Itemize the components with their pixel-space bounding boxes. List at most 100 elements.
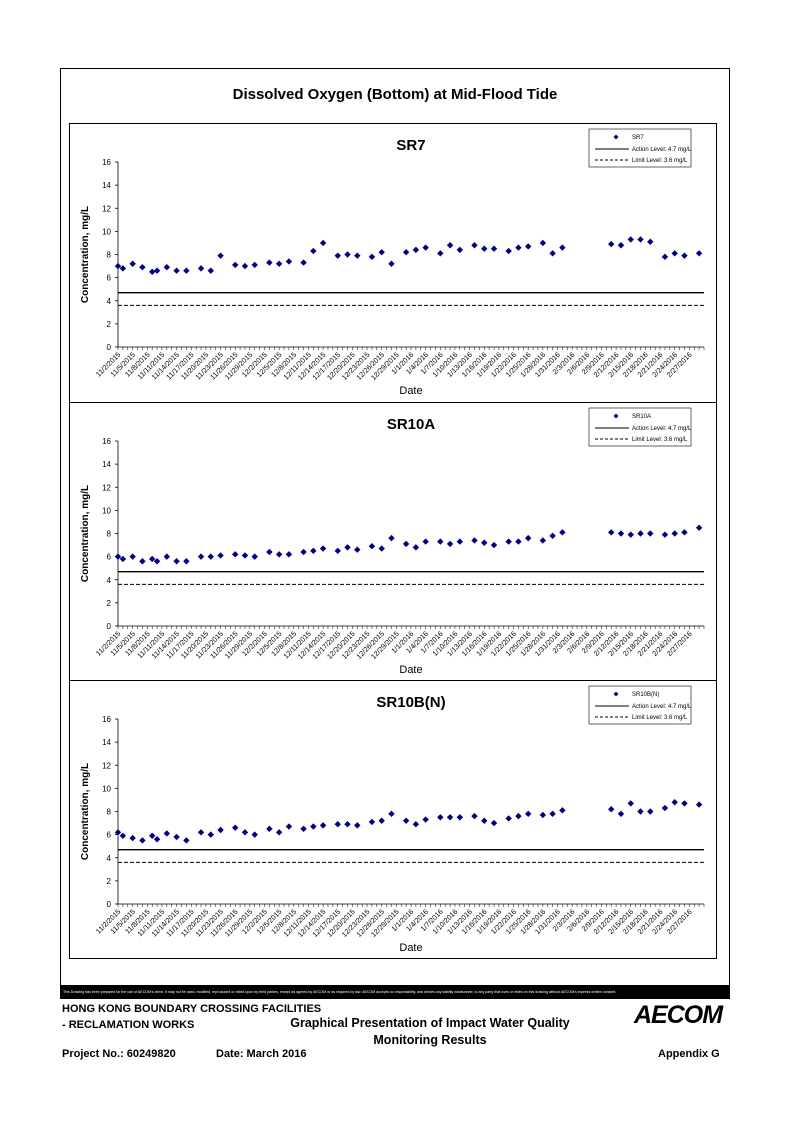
data-point [559, 529, 566, 536]
chart-title-sr10b-n: SR10B(N) [376, 694, 445, 711]
data-point [637, 236, 644, 243]
legend-box [588, 407, 692, 447]
y-axis-label: Concentration, mg/L [80, 763, 91, 860]
data-point [129, 834, 136, 842]
data-point [608, 805, 615, 813]
data-point [310, 247, 317, 255]
data-point [490, 245, 498, 252]
data-point [471, 537, 478, 544]
data-point [300, 548, 307, 556]
data-point [173, 267, 180, 274]
data-point [275, 260, 283, 267]
legend-marker-points [613, 134, 619, 140]
y-tick-label: 6 [107, 831, 112, 840]
legend-label-action: Action Level: 4.7 mg/L [632, 704, 692, 710]
y-tick-label: 2 [107, 877, 112, 886]
y-tick-label: 14 [102, 181, 111, 190]
data-point [549, 532, 556, 540]
data-point [266, 825, 273, 833]
legend-box [588, 128, 692, 168]
data-point [139, 264, 146, 271]
data-point [183, 267, 190, 274]
legend-label-points: SR7 [632, 135, 644, 141]
org-line-2: - RECLAMATION WORKS [62, 1019, 195, 1031]
data-point [627, 531, 634, 538]
data-point [695, 524, 703, 531]
data-point [275, 551, 283, 558]
y-tick-label: 4 [107, 297, 112, 306]
data-point [310, 823, 317, 830]
data-point [525, 810, 532, 818]
data-point [505, 538, 512, 545]
y-tick-label: 16 [102, 715, 111, 724]
chart-sr10a: SR10A024681012141611/2/201511/5/201511/8… [80, 407, 705, 676]
data-point [446, 242, 454, 249]
data-point [300, 825, 307, 833]
data-point [437, 250, 444, 257]
data-point [627, 236, 634, 243]
data-point [422, 816, 429, 823]
data-point [412, 821, 420, 828]
data-point [471, 242, 478, 249]
data-point [217, 826, 224, 834]
data-point [481, 245, 488, 252]
legend-label-limit: Limit Level: 3.6 mg/L [632, 715, 688, 721]
data-point [114, 262, 122, 270]
data-point [173, 833, 180, 841]
data-point [490, 819, 498, 827]
data-point [471, 812, 478, 820]
chart-panel-sr7: SR7 0 2 4 6 8 10 12 14 16 11/2/2015 11/5/2015 11/8/2… [69, 123, 717, 403]
legend-label-limit: Limit Level: 3.6 mg/L [632, 158, 688, 164]
data-point [446, 540, 454, 548]
data-point [300, 259, 307, 266]
data-point [437, 814, 444, 821]
data-point [275, 829, 283, 836]
data-point [388, 810, 395, 818]
y-tick-label: 8 [107, 808, 112, 817]
data-point [114, 829, 122, 836]
org-line-1: HONG KONG BOUNDARY CROSSING FACILITIES [62, 1003, 322, 1015]
y-tick-label: 16 [102, 158, 111, 167]
legend-label-points: SR10B(N) [632, 692, 659, 698]
data-point [681, 529, 688, 536]
y-tick-label: 12 [102, 761, 111, 770]
data-point [183, 558, 190, 565]
project-number: Project No.: 60249820 [62, 1048, 176, 1060]
disclaimer-bar: This Drawing has been prepared for the u… [60, 985, 730, 999]
data-point [241, 552, 249, 559]
y-tick-label: 16 [102, 437, 111, 446]
legend-label-limit: Limit Level: 3.6 mg/L [632, 437, 688, 443]
report-title: Graphical Presentation of Impact Water Q… [270, 1015, 590, 1049]
data-point [671, 250, 678, 257]
data-point [319, 822, 327, 829]
data-point [368, 253, 376, 261]
chart-sr7: SR7024681012141611/2/201511/5/201511/8/2… [80, 128, 705, 397]
data-point [695, 250, 703, 257]
data-point [681, 252, 688, 259]
data-point [173, 558, 180, 565]
data-point [129, 553, 136, 560]
data-point [114, 553, 122, 560]
y-tick-label: 8 [107, 251, 112, 260]
data-point [119, 832, 127, 839]
data-point [378, 817, 385, 824]
data-point [153, 558, 161, 565]
data-point [241, 262, 249, 270]
data-point [217, 552, 224, 559]
data-point [549, 250, 556, 257]
y-tick-label: 2 [107, 599, 112, 608]
legend-box [588, 685, 692, 725]
data-point [334, 252, 341, 259]
data-point [207, 553, 214, 560]
data-point [525, 243, 532, 250]
data-point [354, 252, 361, 259]
data-point [437, 538, 444, 545]
data-point [647, 238, 654, 245]
legend-label-action: Action Level: 4.7 mg/L [632, 147, 692, 153]
data-point [608, 529, 615, 536]
data-point [344, 821, 351, 828]
y-tick-label: 0 [107, 900, 112, 909]
y-tick-label: 4 [107, 854, 112, 863]
data-point [539, 239, 547, 247]
data-point [163, 830, 171, 837]
